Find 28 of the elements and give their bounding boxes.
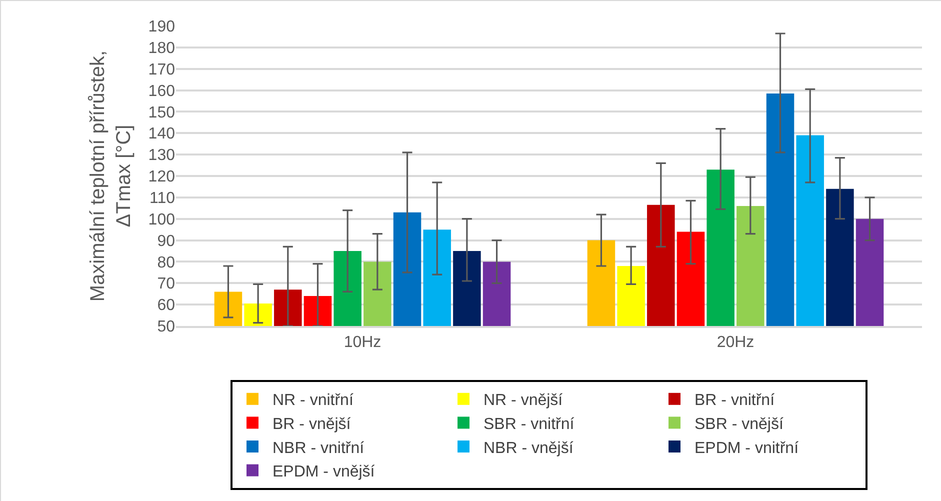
y-tick-label: 170 — [148, 61, 176, 78]
legend-label: SBR - vnější — [694, 416, 784, 433]
y-tick-label: 150 — [148, 104, 176, 122]
legend-label: NR - vnější — [484, 392, 564, 410]
legend-label: NBR - vnitřní — [272, 440, 365, 457]
y-tick-label: 110 — [149, 190, 176, 208]
y-tick-label: 160 — [148, 82, 176, 100]
y-tick-label: 130 — [148, 147, 176, 164]
legend-label: BR - vnější — [272, 416, 352, 433]
legend-label: NBR - vnější — [484, 440, 574, 457]
y-tick-label: 90 — [157, 232, 176, 250]
legend-label: BR - vnitřní — [694, 392, 776, 410]
y-tick-label: 140 — [148, 126, 176, 143]
legend-label: SBR - vnitřní — [484, 416, 575, 433]
x-tick-label: 10Hz — [344, 334, 382, 351]
y-tick-label: 180 — [148, 40, 176, 58]
y-tick-label: 100 — [148, 211, 176, 228]
y-tick-label: 120 — [148, 168, 176, 186]
legend-label: EPDM - vnější — [272, 464, 376, 481]
y-tick-label: 70 — [157, 276, 176, 293]
y-tick-label: 50 — [157, 318, 176, 336]
y-tick-label: 80 — [157, 254, 176, 272]
x-tick-label: 20Hz — [716, 334, 754, 351]
legend-label: NR - vnitřní — [272, 392, 354, 410]
legend-label: EPDM - vnitřní — [694, 440, 800, 457]
y-tick-label: 190 — [148, 18, 176, 36]
y-axis-title: Maximální teplotní přírůstek, ΔTmax [°C] — [86, 50, 135, 302]
y-tick-label: 60 — [157, 297, 176, 314]
